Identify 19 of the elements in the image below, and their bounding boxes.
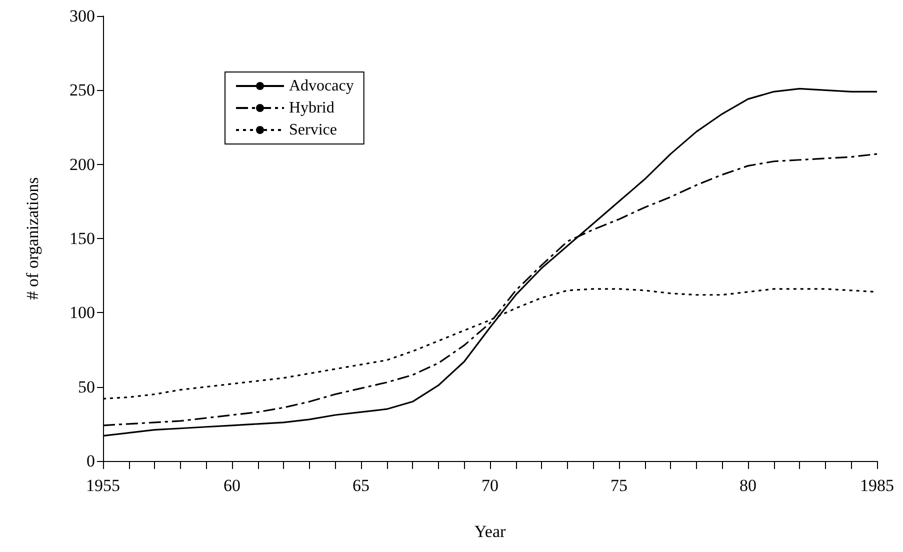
y-tick-label: 50: [78, 377, 95, 396]
x-tick-label: 60: [224, 476, 240, 495]
y-tick-label: 100: [70, 303, 95, 322]
y-tick-label: 250: [70, 80, 95, 100]
x-tick-label: 65: [352, 476, 370, 495]
legend-label: Hybrid: [289, 100, 334, 116]
x-tick-label: 1985: [860, 476, 894, 495]
y-tick-label: 150: [70, 229, 95, 248]
y-tick-label: 300: [70, 6, 95, 26]
legend-label: Advocacy: [289, 78, 354, 94]
x-tick-label: 75: [610, 476, 628, 495]
y-tick-label: 200: [70, 154, 95, 174]
x-tick-label: 70: [482, 476, 498, 495]
y-tick-label: 0: [86, 452, 95, 470]
y-axis-title: # of organizations: [23, 177, 42, 300]
x-tick-label: 80: [740, 476, 756, 495]
legend-label: Service: [289, 122, 337, 138]
x-axis-title: Year: [474, 522, 506, 541]
x-tick-label: 1955: [86, 476, 120, 495]
